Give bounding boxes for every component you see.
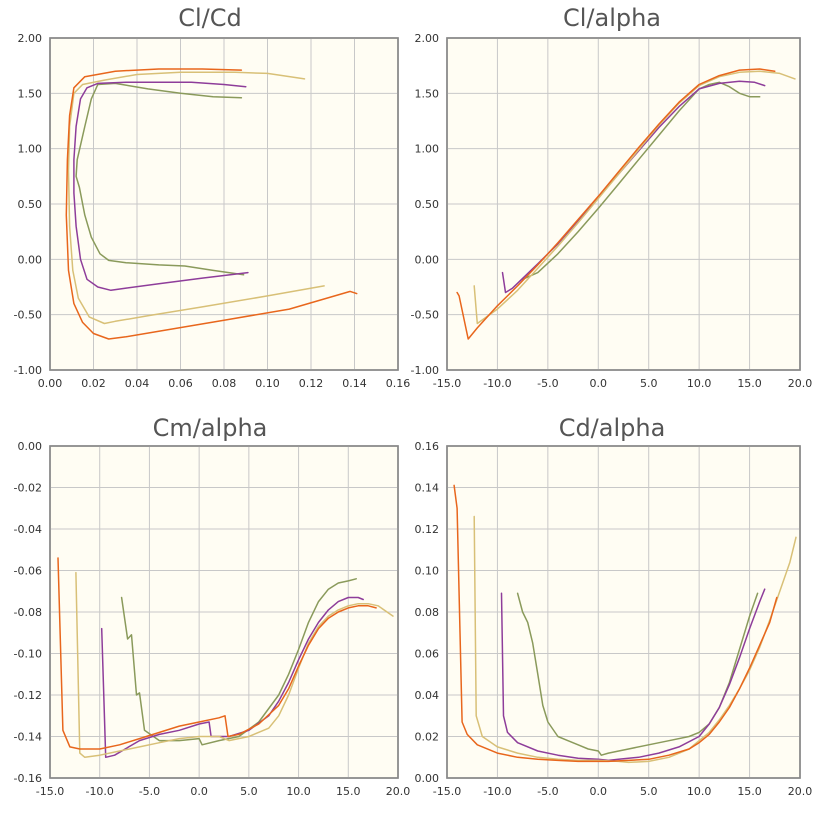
cm-alpha-y-tick-label: -0.08 bbox=[14, 606, 42, 619]
cl-alpha-y-tick-label: 2.00 bbox=[415, 32, 440, 45]
cm-alpha-y-tick-label: -0.14 bbox=[14, 731, 42, 744]
cl-alpha-x-tick-label: 15.0 bbox=[737, 377, 762, 390]
cm-alpha-x-tick-label: 20.0 bbox=[386, 785, 411, 798]
cd-alpha-chart: Cd/alpha -15.0 -10.0 -5.0 0.0 5.0 10.0 15.0 20.0… bbox=[415, 414, 813, 798]
cl-alpha-y-tick-label: -1.00 bbox=[411, 364, 439, 377]
cd-alpha-y-tick-label: 0.16 bbox=[415, 440, 440, 453]
cl-cd-x-tick-label: 0.06 bbox=[168, 377, 193, 390]
cm-alpha-chart: Cm/alpha -15.0 -10.0 -5.0 0.0 5.0 10.0 15.0 20.0… bbox=[14, 414, 411, 798]
cl-alpha-series-line-4 bbox=[456, 68, 776, 340]
cl-alpha-x-tick-label: -10.0 bbox=[483, 377, 511, 390]
cl-cd-x-tick-label: 0.10 bbox=[255, 377, 280, 390]
cm-alpha-x-tick-label: -15.0 bbox=[36, 785, 64, 798]
cm-alpha-series-line-1 bbox=[120, 578, 357, 746]
cd-alpha-y-tick-label: 0.04 bbox=[415, 689, 440, 702]
cm-alpha-series-line-4 bbox=[57, 557, 377, 750]
cl-cd-x-tick-label: 0.14 bbox=[342, 377, 367, 390]
cl-cd-y-tick-label: 1.50 bbox=[18, 87, 43, 100]
cm-alpha-frame bbox=[49, 445, 399, 779]
cm-alpha-y-tick-label: -0.12 bbox=[14, 689, 42, 702]
cm-alpha-x-tick-label: -10.0 bbox=[85, 785, 113, 798]
cl-cd-series-line-2 bbox=[73, 81, 249, 292]
cl-cd-y-tick-label: 0.00 bbox=[18, 253, 43, 266]
cd-alpha-x-tick-label: -5.0 bbox=[537, 785, 558, 798]
cd-alpha-x-tick-label: -15.0 bbox=[433, 785, 461, 798]
cl-cd-x-tick-label: 0.00 bbox=[38, 377, 63, 390]
cd-alpha-frame bbox=[446, 445, 801, 779]
cl-alpha-y-tick-label: 0.50 bbox=[415, 198, 440, 211]
cl-cd-x-tick-label: 0.02 bbox=[81, 377, 106, 390]
cm-alpha-series-line-3 bbox=[75, 571, 394, 759]
cd-alpha-y-tick-label: 0.08 bbox=[415, 606, 440, 619]
cd-alpha-x-tick-label: 0.0 bbox=[590, 785, 608, 798]
cl-cd-y-tick-label: -0.50 bbox=[14, 309, 42, 322]
cl-cd-y-tick-label: -1.00 bbox=[14, 364, 42, 377]
cl-alpha-frame bbox=[446, 37, 801, 371]
cl-alpha-x-tick-label: -15.0 bbox=[433, 377, 461, 390]
cl-alpha-x-tick-label: -5.0 bbox=[537, 377, 558, 390]
cl-cd-series-line-1 bbox=[75, 82, 245, 276]
cd-alpha-x-tick-label: -10.0 bbox=[483, 785, 511, 798]
cd-alpha-y-tick-label: 0.10 bbox=[415, 565, 440, 578]
cd-alpha-y-tick-label: 0.12 bbox=[415, 523, 440, 536]
cl-alpha-series-line-3 bbox=[473, 70, 796, 325]
cl-cd-x-tick-label: 0.08 bbox=[212, 377, 237, 390]
cl-alpha-x-tick-label: 0.0 bbox=[590, 377, 608, 390]
cl-cd-x-tick-label: 0.12 bbox=[299, 377, 324, 390]
cl-alpha-series-line-1 bbox=[521, 81, 761, 281]
cd-alpha-series-line-2 bbox=[500, 588, 766, 762]
cm-alpha-y-tick-label: -0.06 bbox=[14, 565, 42, 578]
cd-alpha-series-line-3 bbox=[473, 515, 797, 764]
cl-alpha-x-tick-label: 5.0 bbox=[640, 377, 658, 390]
cl-alpha-x-tick-label: 20.0 bbox=[788, 377, 813, 390]
cl-alpha-y-tick-label: 1.50 bbox=[415, 87, 440, 100]
cd-alpha-x-tick-label: 20.0 bbox=[788, 785, 813, 798]
cl-alpha-title: Cl/alpha bbox=[563, 4, 661, 32]
cl-alpha-chart: Cl/alpha -15.0 -10.0 -5.0 0.0 5.0 10.0 15.0 20.0… bbox=[411, 4, 813, 390]
cl-cd-frame bbox=[49, 37, 399, 371]
cm-alpha-x-tick-label: 0.0 bbox=[190, 785, 208, 798]
cd-alpha-title: Cd/alpha bbox=[559, 414, 666, 442]
cd-alpha-y-tick-label: 0.06 bbox=[415, 648, 440, 661]
cm-alpha-y-tick-label: -0.10 bbox=[14, 648, 42, 661]
cm-alpha-x-tick-label: -5.0 bbox=[139, 785, 160, 798]
cl-cd-x-tick-label: 0.16 bbox=[386, 377, 411, 390]
cl-cd-series-line-4 bbox=[65, 68, 358, 340]
cl-cd-y-tick-label: 0.50 bbox=[18, 198, 43, 211]
cd-alpha-y-tick-label: 0.02 bbox=[415, 731, 440, 744]
cm-alpha-x-tick-label: 5.0 bbox=[240, 785, 258, 798]
cl-cd-chart: Cl/Cd 0.00 0.02 0.04 0.06 0.08 0.10 0.12 0.14 0.1… bbox=[14, 4, 411, 390]
cl-alpha-x-tick-label: 10.0 bbox=[687, 377, 712, 390]
cl-alpha-y-tick-label: 0.00 bbox=[415, 253, 440, 266]
cd-alpha-x-tick-label: 15.0 bbox=[737, 785, 762, 798]
cm-alpha-y-tick-label: 0.00 bbox=[18, 440, 43, 453]
cm-alpha-x-tick-label: 10.0 bbox=[286, 785, 311, 798]
cm-alpha-y-tick-label: -0.04 bbox=[14, 523, 42, 536]
cd-alpha-x-tick-label: 5.0 bbox=[640, 785, 658, 798]
cd-alpha-y-tick-label: 0.14 bbox=[415, 482, 440, 495]
cd-alpha-series-line-4 bbox=[453, 484, 778, 763]
cl-cd-y-tick-label: 2.00 bbox=[18, 32, 43, 45]
cm-alpha-title: Cm/alpha bbox=[153, 414, 268, 442]
cl-alpha-y-tick-label: -0.50 bbox=[411, 309, 439, 322]
cl-cd-title: Cl/Cd bbox=[178, 4, 242, 32]
cd-alpha-x-tick-label: 10.0 bbox=[687, 785, 712, 798]
cl-cd-series-line-3 bbox=[67, 71, 325, 325]
cd-alpha-y-tick-label: 0.00 bbox=[415, 772, 440, 785]
cl-alpha-y-tick-label: 1.00 bbox=[415, 143, 440, 156]
cl-cd-x-tick-label: 0.04 bbox=[125, 377, 150, 390]
cl-cd-y-tick-label: 1.00 bbox=[18, 143, 43, 156]
cm-alpha-y-tick-label: -0.02 bbox=[14, 482, 42, 495]
cm-alpha-x-tick-label: 15.0 bbox=[336, 785, 361, 798]
cm-alpha-y-tick-label: -0.16 bbox=[14, 772, 42, 785]
